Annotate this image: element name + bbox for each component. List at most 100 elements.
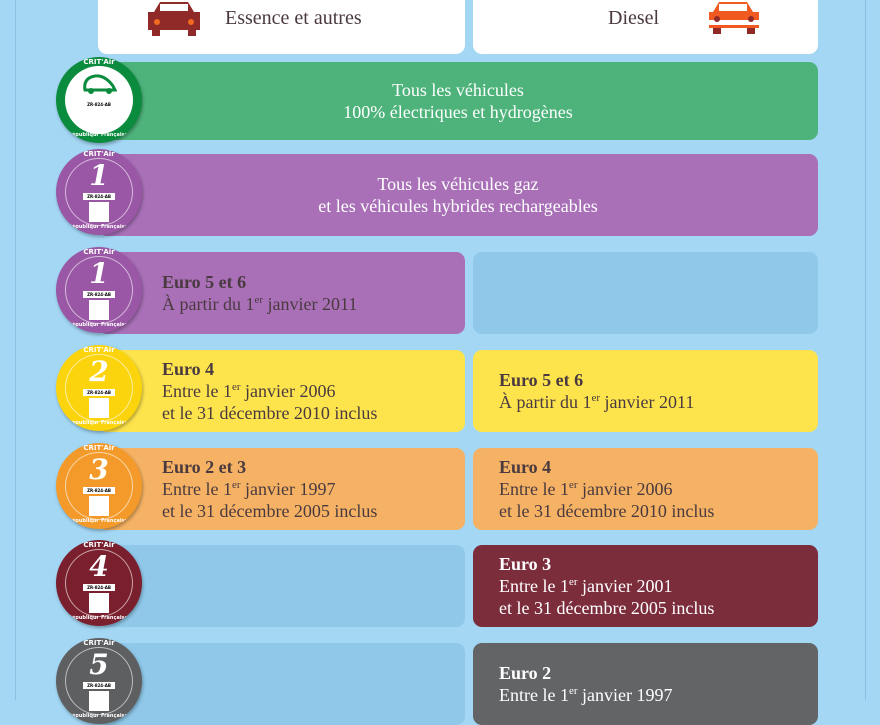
ordinal: er <box>568 685 578 697</box>
date-line-1: Entre le 1er janvier 1997 <box>499 684 818 706</box>
date-text: Entre le 1 <box>499 685 569 705</box>
euro-title: Euro 4 <box>162 359 215 379</box>
badge-francaise: Française <box>101 518 128 524</box>
date-text: Entre le 1 <box>499 576 569 596</box>
car-icon-essence <box>148 2 200 36</box>
crit-air-badge-1: CRIT'Air 1 ZR-824-AB République Française <box>56 247 142 333</box>
diesel-card: Euro 2 Entre le 1er janvier 1997 <box>473 643 818 725</box>
badge-title: CRIT'Air <box>83 639 115 647</box>
crit-air-badge-4: CRIT'Air 4 ZR-824-AB République Française <box>56 540 142 626</box>
badge-republique: République <box>68 420 98 426</box>
qr-code-icon <box>89 691 109 711</box>
essence-card: Euro 2 et 3 Entre le 1er janvier 1997 et l… <box>98 448 465 530</box>
all-vehicles-card: Tous les véhicules gaz et les véhicules h… <box>98 154 818 236</box>
date-text: À partir du 1 <box>162 294 255 314</box>
badge-title: CRIT'Air <box>83 150 115 158</box>
badge-plate: ZR-824-AB <box>83 193 115 200</box>
badge-republique: République <box>68 615 98 621</box>
essence-label: Essence et autres <box>225 7 362 29</box>
date-line-1: Entre le 1er janvier 2006 <box>162 380 465 402</box>
qr-code-icon <box>89 496 109 516</box>
crit-air-level: 2 <box>89 355 109 388</box>
card-line: Tous les véhicules gaz <box>377 174 539 194</box>
badge-plate: ZR-824-AB <box>83 101 115 108</box>
qr-code-icon <box>89 398 109 418</box>
euro-title: Euro 4 <box>499 457 552 477</box>
badge-plate: ZR-824-AB <box>83 389 115 396</box>
ordinal: er <box>568 479 578 491</box>
crit-air-level: 1 <box>89 159 109 192</box>
qr-code-icon <box>89 593 109 613</box>
date-line-2: et le 31 décembre 2010 inclus <box>162 403 378 423</box>
euro-title: Euro 2 et 3 <box>162 457 247 477</box>
badge-title: CRIT'Air <box>83 58 115 66</box>
crit-air-badge-1: CRIT'Air 1 ZR-824-AB République Française <box>56 149 142 235</box>
diesel-card <box>473 252 818 334</box>
ordinal: er <box>254 294 264 306</box>
diesel-header: Diesel <box>473 0 818 54</box>
euro-title: Euro 5 et 6 <box>499 370 584 390</box>
diesel-label: Diesel <box>608 7 660 29</box>
ordinal: er <box>568 576 578 588</box>
crit-air-badge-2: CRIT'Air 2 ZR-824-AB République Française <box>56 345 142 431</box>
crit-air-badge-3: CRIT'Air 3 ZR-824-AB République Française <box>56 443 142 529</box>
card-line: et les véhicules hybrides rechargeables <box>318 196 598 216</box>
date-text: janvier 1997 <box>577 685 673 705</box>
badge-republique: République <box>68 322 98 328</box>
badge-francaise: Française <box>101 224 128 230</box>
electric-car-icon <box>83 74 117 94</box>
date-text: janvier 2011 <box>263 294 358 314</box>
date-text: À partir du 1 <box>499 392 592 412</box>
car-icon-diesel <box>709 2 759 34</box>
badge-francaise: Française <box>101 713 128 719</box>
date-text: Entre le 1 <box>162 381 232 401</box>
diesel-card: Euro 3 Entre le 1er janvier 2001 et le 31 … <box>473 545 818 627</box>
essence-header: Essence et autres <box>98 0 465 54</box>
badge-republique: République <box>68 713 98 719</box>
date-line-1: Entre le 1er janvier 2006 <box>499 478 818 500</box>
crit-air-badge-0: CRIT'Air ZR-824-AB République Française <box>56 57 142 143</box>
date-line-1: Entre le 1er janvier 1997 <box>162 478 465 500</box>
ordinal: er <box>591 392 601 404</box>
date-line-1: À partir du 1er janvier 2011 <box>499 391 818 413</box>
badge-francaise: Française <box>101 420 128 426</box>
page-frame <box>15 0 866 700</box>
crit-air-level: 1 <box>89 257 109 290</box>
date-text: janvier 2011 <box>600 392 695 412</box>
date-text: janvier 2006 <box>577 479 673 499</box>
badge-title: CRIT'Air <box>83 346 115 354</box>
badge-republique: République <box>68 518 98 524</box>
date-line-2: et le 31 décembre 2005 inclus <box>499 598 715 618</box>
badge-plate: ZR-824-AB <box>83 291 115 298</box>
crit-air-level: 3 <box>89 453 109 486</box>
badge-title: CRIT'Air <box>83 248 115 256</box>
badge-plate: ZR-824-AB <box>83 682 115 689</box>
date-line-1: Entre le 1er janvier 2001 <box>499 575 818 597</box>
date-text: Entre le 1 <box>162 479 232 499</box>
crit-air-badge-5: CRIT'Air 5 ZR-824-AB République Française <box>56 638 142 724</box>
essence-card <box>98 545 465 627</box>
qr-code-icon <box>89 300 109 320</box>
badge-plate: ZR-824-AB <box>83 487 115 494</box>
euro-title: Euro 5 et 6 <box>162 272 247 292</box>
badge-title: CRIT'Air <box>83 541 115 549</box>
essence-card: Euro 4 Entre le 1er janvier 2006 et le 31 … <box>98 350 465 432</box>
qr-code-icon <box>89 110 109 130</box>
ordinal: er <box>231 479 241 491</box>
date-text: Entre le 1 <box>499 479 569 499</box>
euro-title: Euro 2 <box>499 663 552 683</box>
date-line-2: et le 31 décembre 2005 inclus <box>162 501 378 521</box>
badge-title: CRIT'Air <box>83 444 115 452</box>
badge-republique: République <box>68 224 98 230</box>
qr-code-icon <box>89 202 109 222</box>
date-text: janvier 2006 <box>240 381 336 401</box>
card-line: 100% électriques et hydrogènes <box>343 102 573 122</box>
badge-francaise: Française <box>101 132 128 138</box>
card-line: Tous les véhicules <box>392 80 524 100</box>
all-vehicles-card: Tous les véhicules 100% électriques et hy… <box>98 62 818 140</box>
badge-francaise: Française <box>101 322 128 328</box>
badge-francaise: Française <box>101 615 128 621</box>
badge-plate: ZR-824-AB <box>83 584 115 591</box>
date-text: janvier 2001 <box>577 576 673 596</box>
